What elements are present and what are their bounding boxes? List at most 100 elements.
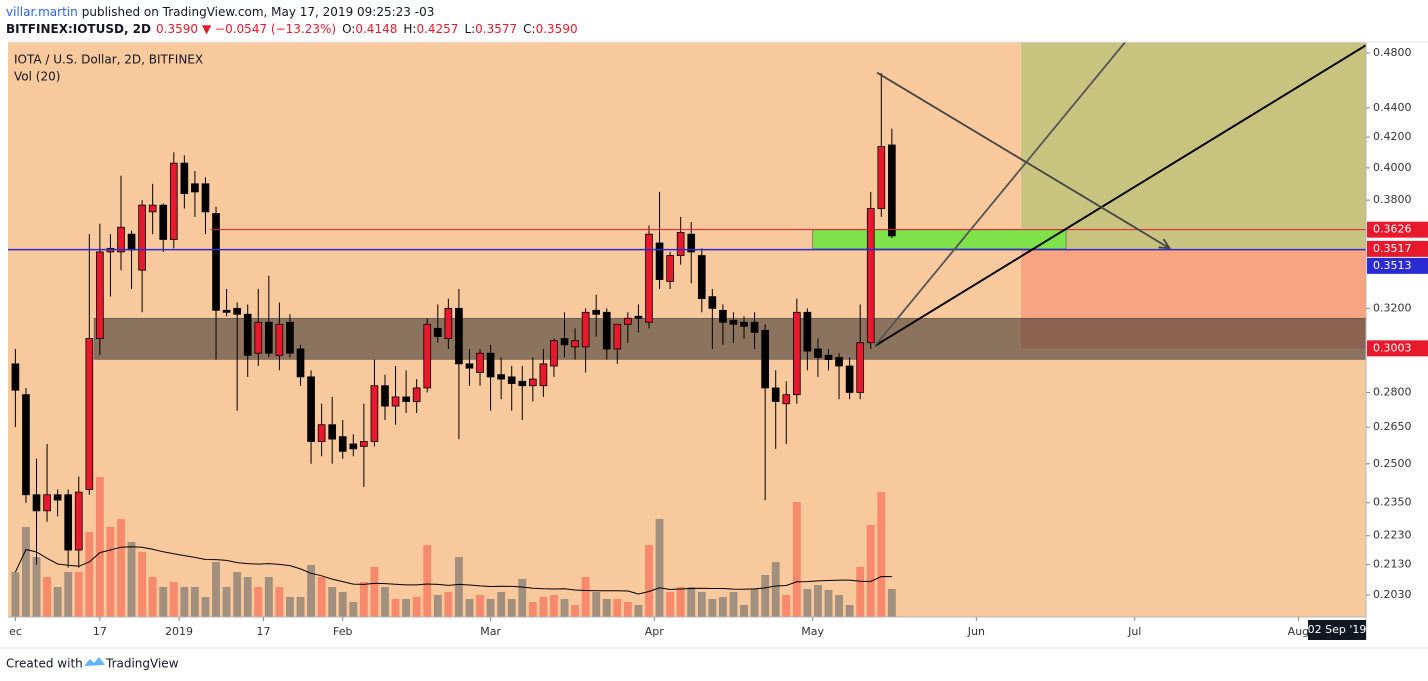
last-price: 0.3590 xyxy=(156,22,198,36)
candle-body xyxy=(307,376,315,442)
volume-bar xyxy=(856,567,865,617)
author-link[interactable]: villar.martin xyxy=(6,5,78,19)
volume-bar xyxy=(359,582,368,617)
x-tick-label: Jul xyxy=(1127,625,1141,638)
volume-bar xyxy=(666,592,675,617)
volume-bar xyxy=(243,577,252,617)
volume-bar xyxy=(645,545,653,617)
candle-body xyxy=(85,338,94,490)
candle-body xyxy=(645,233,653,323)
y-tick-label: 0.4200 xyxy=(1373,130,1412,143)
arrow-line xyxy=(876,71,1171,250)
candle-body xyxy=(835,357,843,367)
candle-body xyxy=(402,396,410,402)
candle-body xyxy=(360,441,368,447)
volume-bar xyxy=(212,562,220,617)
candle-body xyxy=(254,321,263,354)
volume-bar xyxy=(866,525,875,617)
volume-bar xyxy=(370,567,379,617)
volume-bar xyxy=(169,582,178,617)
price-label-box xyxy=(1367,221,1428,238)
volume-bar xyxy=(845,605,854,617)
volume-bar xyxy=(877,492,886,617)
volume-bar xyxy=(835,595,843,617)
x-tick-label: Aug xyxy=(1288,625,1309,638)
volume-bar xyxy=(64,572,73,617)
candle-body xyxy=(528,378,537,387)
symbol: BITFINEX:IOTUSD, 2D xyxy=(6,22,151,36)
candle-body xyxy=(719,309,727,323)
volume-bar xyxy=(465,599,474,617)
candle-body xyxy=(243,313,252,356)
volume-bar xyxy=(539,597,548,617)
volume-bar xyxy=(159,587,168,617)
cursor-date-box xyxy=(1308,620,1366,640)
volume-bar xyxy=(381,587,389,617)
volume-bar xyxy=(117,519,125,617)
candle-body xyxy=(53,494,62,501)
volume-bar xyxy=(740,605,748,617)
ohlc-key: L: xyxy=(464,22,475,36)
header-line: villar.martin published on TradingView.co… xyxy=(6,5,434,19)
y-tick-label: 0.2500 xyxy=(1373,457,1412,470)
candle-body xyxy=(296,348,305,378)
volume-bar xyxy=(43,577,52,617)
volume-bar xyxy=(328,587,337,617)
candle-body xyxy=(275,323,284,356)
candle-body xyxy=(127,233,136,251)
volume-bar xyxy=(95,477,104,617)
volume-bar xyxy=(507,599,516,617)
candle-body xyxy=(708,296,717,309)
volume-bar xyxy=(444,592,453,617)
candle-body xyxy=(370,385,379,442)
volume-bar xyxy=(518,579,527,617)
y-tick-label: 0.2650 xyxy=(1373,420,1412,433)
volume-bar xyxy=(528,602,537,617)
candle-body xyxy=(676,232,685,256)
volume-bar xyxy=(623,602,632,617)
candle-body xyxy=(148,204,157,213)
volume-bar xyxy=(106,527,115,617)
candle-body xyxy=(317,424,326,442)
candle-body xyxy=(74,491,83,551)
candle-body xyxy=(233,307,241,315)
volume-bar xyxy=(476,595,484,617)
profit-zone xyxy=(1021,42,1366,249)
price-label: 0.3003 xyxy=(1373,341,1412,354)
candle-body xyxy=(423,323,432,389)
volume-bar xyxy=(771,562,780,617)
x-tick-label: ec xyxy=(9,625,22,638)
candle-body xyxy=(782,394,791,405)
volume-bar xyxy=(338,592,347,617)
volume-bar xyxy=(803,589,812,617)
volume-bar xyxy=(148,577,157,617)
volume-bar xyxy=(391,599,400,617)
volume-bar xyxy=(138,552,147,617)
volume-bar xyxy=(349,602,358,617)
cursor-date-label: 02 Sep '19 xyxy=(1308,623,1367,636)
candle-body xyxy=(32,494,41,512)
plot-area xyxy=(8,42,1366,617)
overlay: IOTA / U.S. Dollar, 2D, BITFINEX Vol (20… xyxy=(14,53,203,84)
candle-body xyxy=(486,352,495,378)
candle-body xyxy=(391,396,400,407)
volume-bar xyxy=(581,577,590,617)
y-tick-label: 0.2130 xyxy=(1373,558,1412,571)
ohlc-key: C: xyxy=(523,22,535,36)
volume-bar xyxy=(634,605,643,617)
candle-body xyxy=(613,323,622,350)
volume-bar xyxy=(22,527,30,617)
volume-bar xyxy=(676,587,685,617)
candle-body xyxy=(750,321,759,333)
y-tick-label: 0.4800 xyxy=(1373,46,1412,59)
volume-bar xyxy=(824,590,833,617)
ohlc-value: 0.3577 xyxy=(475,22,517,36)
candle-body xyxy=(814,348,822,358)
candle-body xyxy=(497,374,505,380)
volume-bar xyxy=(550,595,558,617)
footer-brand[interactable]: TradingView xyxy=(105,657,179,671)
price-label: 0.3626 xyxy=(1373,223,1412,236)
volume-bar xyxy=(454,557,463,617)
candle-body xyxy=(888,144,896,237)
y-tick-label: 0.3800 xyxy=(1373,193,1412,206)
